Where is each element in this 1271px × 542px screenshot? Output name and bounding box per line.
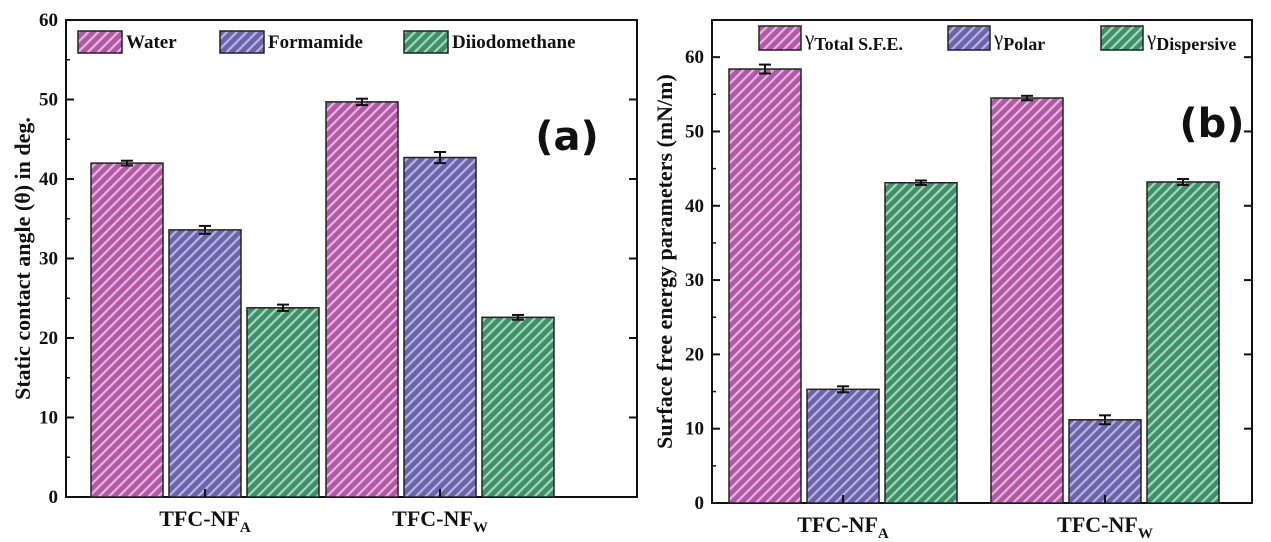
legend-swatch xyxy=(403,30,449,54)
legend-label: Water xyxy=(126,32,177,53)
y-axis-title: Static contact angle (θ) in deg. xyxy=(10,117,35,400)
bar xyxy=(806,388,880,504)
legend-label: γDispersive xyxy=(1146,26,1236,54)
y-tick-label: 10 xyxy=(685,419,704,440)
panel-label: (b) xyxy=(1179,101,1244,147)
legend-label: Formamide xyxy=(268,32,363,53)
bar xyxy=(1068,419,1142,504)
legend-swatch xyxy=(758,25,802,51)
legend-swatch xyxy=(1100,25,1144,51)
x-tick-label: TFC-NFW xyxy=(1057,512,1153,542)
x-tick-label: TFC-NFA xyxy=(797,512,889,542)
bar xyxy=(168,229,242,498)
y-tick-label: 0 xyxy=(695,493,705,514)
legend-swatch xyxy=(219,30,265,54)
x-tick-label: TFC-NFW xyxy=(392,506,488,536)
plot-frame xyxy=(711,19,1253,504)
y-tick-label: 20 xyxy=(39,328,58,349)
y-tick-label: 40 xyxy=(39,169,58,190)
y-tick-label: 50 xyxy=(39,90,58,111)
panel-label: (a) xyxy=(535,114,599,160)
bar xyxy=(325,101,399,498)
bar xyxy=(728,68,802,504)
y-tick-label: 60 xyxy=(39,10,58,31)
y-tick-label: 30 xyxy=(685,270,704,291)
y-tick-label: 10 xyxy=(39,408,58,429)
y-tick-label: 0 xyxy=(49,487,59,508)
bar xyxy=(1146,181,1220,504)
bar xyxy=(884,181,958,504)
panel-b-chart: 0 10 20 30 40 50 60 Surface free energy paramet… xyxy=(652,19,1253,542)
y-tick-label: 60 xyxy=(685,47,704,68)
bar xyxy=(246,307,320,498)
legend-label: γTotal S.F.E. xyxy=(804,26,903,54)
y-tick-label: 50 xyxy=(685,121,704,142)
bar xyxy=(403,156,477,498)
bar xyxy=(90,162,164,498)
y-axis-title: Surface free energy parameters (mN/m) xyxy=(652,74,677,449)
legend-label: Diiodomethane xyxy=(452,32,576,53)
legend-swatch xyxy=(947,25,991,51)
x-tick-label: TFC-NFA xyxy=(159,506,251,536)
y-tick-label: 20 xyxy=(685,344,704,365)
y-tick-label: 30 xyxy=(39,249,58,270)
bar xyxy=(481,316,555,498)
panel-a-chart: 0 10 20 30 40 50 60 Static contact angle (θ) in… xyxy=(10,10,638,536)
legend-swatch xyxy=(77,30,123,54)
bar xyxy=(990,97,1064,504)
legend-label: γPolar xyxy=(993,26,1045,54)
y-tick-label: 40 xyxy=(685,196,704,217)
